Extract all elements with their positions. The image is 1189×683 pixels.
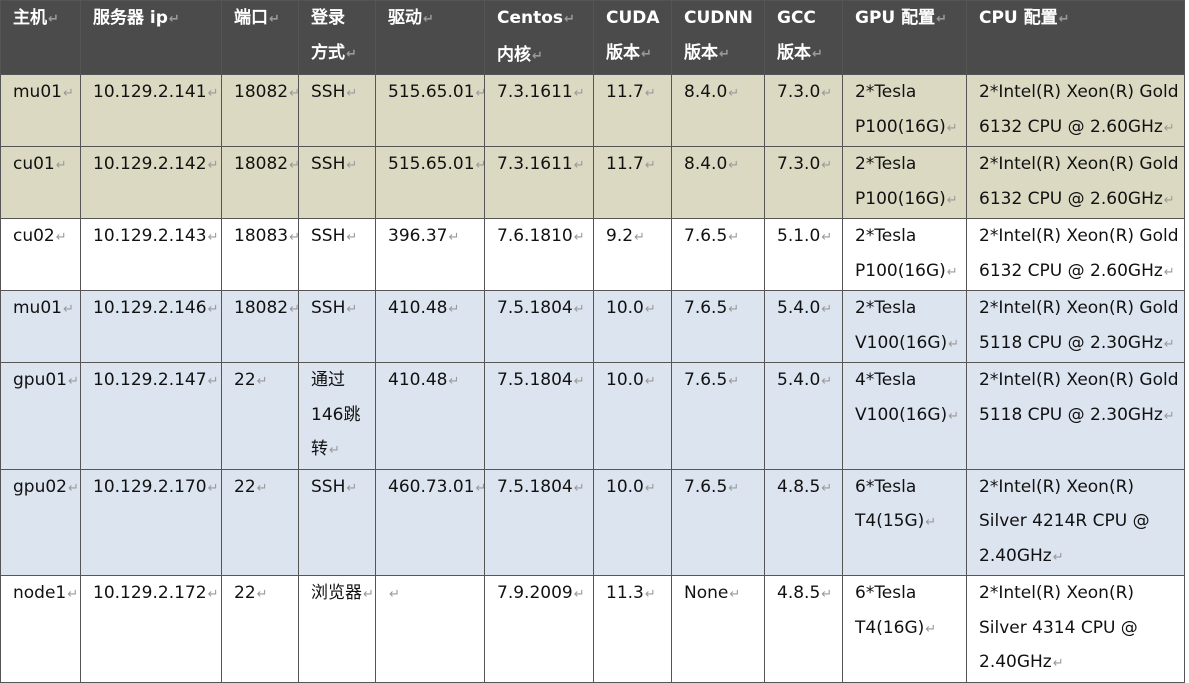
cell-gcc: 4.8.5↵ — [764, 575, 843, 683]
cell-cpu: 2*Intel(R) Xeon(R) Gold 5118 CPU @ 2.30G… — [966, 290, 1185, 363]
header-gcc: GCC 版本↵ — [764, 0, 843, 75]
cell-gcc: 5.4.0↵ — [764, 290, 843, 363]
cell-kernel: 7.5.1804↵ — [484, 290, 594, 363]
cell-login: 浏览器↵ — [298, 575, 376, 683]
cell-driver: 410.48↵ — [375, 362, 485, 470]
cell-cuda: 10.0↵ — [593, 290, 672, 363]
cell-kernel: 7.9.2009↵ — [484, 575, 594, 683]
cell-cuda: 9.2↵ — [593, 218, 672, 291]
cell-port: 22↵ — [221, 362, 299, 470]
cell-gpu: 6*Tesla T4(15G)↵ — [842, 468, 967, 576]
cell-cpu: 2*Intel(R) Xeon(R) Gold 5118 CPU @ 2.30G… — [966, 362, 1185, 470]
cell-driver: ↵ — [375, 575, 485, 683]
table-row: cu02↵10.129.2.143↵18083↵SSH↵396.37↵7.6.1… — [0, 218, 1185, 291]
cell-driver: 410.48↵ — [375, 290, 485, 363]
cell-port: 18082↵ — [221, 74, 299, 147]
table-body: mu01↵10.129.2.141↵18082↵SSH↵515.65.01↵7.… — [0, 74, 1185, 683]
cell-port: 18082↵ — [221, 290, 299, 363]
cell-ip: 10.129.2.143↵ — [80, 218, 222, 291]
table-row: mu01↵10.129.2.141↵18082↵SSH↵515.65.01↵7.… — [0, 74, 1185, 147]
header-cudnn: CUDNN 版本↵ — [671, 0, 765, 75]
cell-cudnn: 8.4.0↵ — [671, 74, 765, 147]
table-row: mu01↵10.129.2.146↵18082↵SSH↵410.48↵7.5.1… — [0, 290, 1185, 363]
cell-gpu: 2*Tesla P100(16G)↵ — [842, 146, 967, 219]
table-row: node1↵ 10.129.2.172↵ 22↵ 浏览器↵ ↵ 7.9.2009↵ 11.3… — [0, 575, 1185, 683]
cell-cudnn: 7.6.5↵ — [671, 290, 765, 363]
cell-login: SSH↵ — [298, 146, 376, 219]
cell-gcc: 5.4.0↵ — [764, 362, 843, 470]
cell-host: mu01↵ — [0, 290, 81, 363]
header-port: 端口↵ — [221, 0, 299, 75]
cell-gcc: 5.1.0↵ — [764, 218, 843, 291]
header-gpu: GPU 配置↵ — [842, 0, 967, 75]
cell-cuda: 11.7↵ — [593, 74, 672, 147]
header-row: 主机↵ 服务器 ip↵ 端口↵ 登录 方式↵ 驱动↵ Centos↵ 内核↵ CUD… — [0, 0, 1185, 75]
cell-kernel: 7.5.1804↵ — [484, 362, 594, 470]
cell-gpu: 2*Tesla P100(16G)↵ — [842, 74, 967, 147]
header-host: 主机↵ — [0, 0, 81, 75]
header-cuda: CUDA 版本↵ — [593, 0, 672, 75]
cell-driver: 396.37↵ — [375, 218, 485, 291]
header-login: 登录 方式↵ — [298, 0, 376, 75]
cell-host: cu01↵ — [0, 146, 81, 219]
cell-host: mu01↵ — [0, 74, 81, 147]
cell-cudnn: None↵ — [671, 575, 765, 683]
cell-port: 18083↵ — [221, 218, 299, 291]
cell-login: SSH↵ — [298, 290, 376, 363]
cell-kernel: 7.6.1810↵ — [484, 218, 594, 291]
cell-ip: 10.129.2.147↵ — [80, 362, 222, 470]
cell-cpu: 2*Intel(R) Xeon(R) Gold 6132 CPU @ 2.60G… — [966, 146, 1185, 219]
cell-port: 22↵ — [221, 468, 299, 576]
cell-ip: 10.129.2.170↵ — [80, 468, 222, 576]
cell-gpu: 2*Tesla V100(16G)↵ — [842, 290, 967, 363]
cell-host: gpu01↵ — [0, 362, 81, 470]
table-row: cu01↵10.129.2.142↵18082↵SSH↵515.65.01↵7.… — [0, 146, 1185, 219]
cell-gpu: 2*Tesla P100(16G)↵ — [842, 218, 967, 291]
cell-kernel: 7.3.1611↵ — [484, 146, 594, 219]
cell-host: node1↵ — [0, 575, 81, 683]
cell-cuda: 10.0↵ — [593, 362, 672, 470]
cell-cudnn: 7.6.5↵ — [671, 218, 765, 291]
cell-cuda: 11.3↵ — [593, 575, 672, 683]
cell-login: SSH↵ — [298, 468, 376, 576]
cell-login: 通过146跳转↵ — [298, 362, 376, 470]
header-driver: 驱动↵ — [375, 0, 485, 75]
cell-driver: 515.65.01↵ — [375, 146, 485, 219]
cell-cudnn: 7.6.5↵ — [671, 362, 765, 470]
cell-kernel: 7.5.1804↵ — [484, 468, 594, 576]
cell-cuda: 10.0↵ — [593, 468, 672, 576]
cell-ip: 10.129.2.141↵ — [80, 74, 222, 147]
cell-host: gpu02↵ — [0, 468, 81, 576]
header-cpu: CPU 配置↵ — [966, 0, 1185, 75]
cell-cpu: 2*Intel(R) Xeon(R) Silver 4214R CPU @ 2.… — [966, 468, 1185, 576]
cell-gcc: 4.8.5↵ — [764, 468, 843, 576]
cell-kernel: 7.3.1611↵ — [484, 74, 594, 147]
cell-port: 22↵ — [221, 575, 299, 683]
cell-cuda: 11.7↵ — [593, 146, 672, 219]
cell-login: SSH↵ — [298, 218, 376, 291]
cell-gpu: 6*Tesla T4(16G)↵ — [842, 575, 967, 683]
cell-cpu: 2*Intel(R) Xeon(R) Gold 6132 CPU @ 2.60G… — [966, 218, 1185, 291]
cell-cpu: 2*Intel(R) Xeon(R) Silver 4314 CPU @ 2.4… — [966, 575, 1185, 683]
cell-ip: 10.129.2.146↵ — [80, 290, 222, 363]
cell-driver: 515.65.01↵ — [375, 74, 485, 147]
cell-driver: 460.73.01↵ — [375, 468, 485, 576]
cell-login: SSH↵ — [298, 74, 376, 147]
cell-host: cu02↵ — [0, 218, 81, 291]
cell-port: 18082↵ — [221, 146, 299, 219]
cell-cpu: 2*Intel(R) Xeon(R) Gold 6132 CPU @ 2.60G… — [966, 74, 1185, 147]
header-ip: 服务器 ip↵ — [80, 0, 222, 75]
cell-ip: 10.129.2.142↵ — [80, 146, 222, 219]
table-row: gpu01↵ 10.129.2.147↵ 22↵ 通过146跳转↵ 410.48↵ 7.5… — [0, 362, 1185, 470]
cell-gcc: 7.3.0↵ — [764, 74, 843, 147]
cell-gpu: 4*Tesla V100(16G)↵ — [842, 362, 967, 470]
header-kernel: Centos↵ 内核↵ — [484, 0, 594, 75]
cell-ip: 10.129.2.172↵ — [80, 575, 222, 683]
cell-cudnn: 8.4.0↵ — [671, 146, 765, 219]
cell-cudnn: 7.6.5↵ — [671, 468, 765, 576]
table-row: gpu02↵10.129.2.170↵22↵SSH↵460.73.01↵7.5.… — [0, 468, 1185, 576]
cell-gcc: 7.3.0↵ — [764, 146, 843, 219]
